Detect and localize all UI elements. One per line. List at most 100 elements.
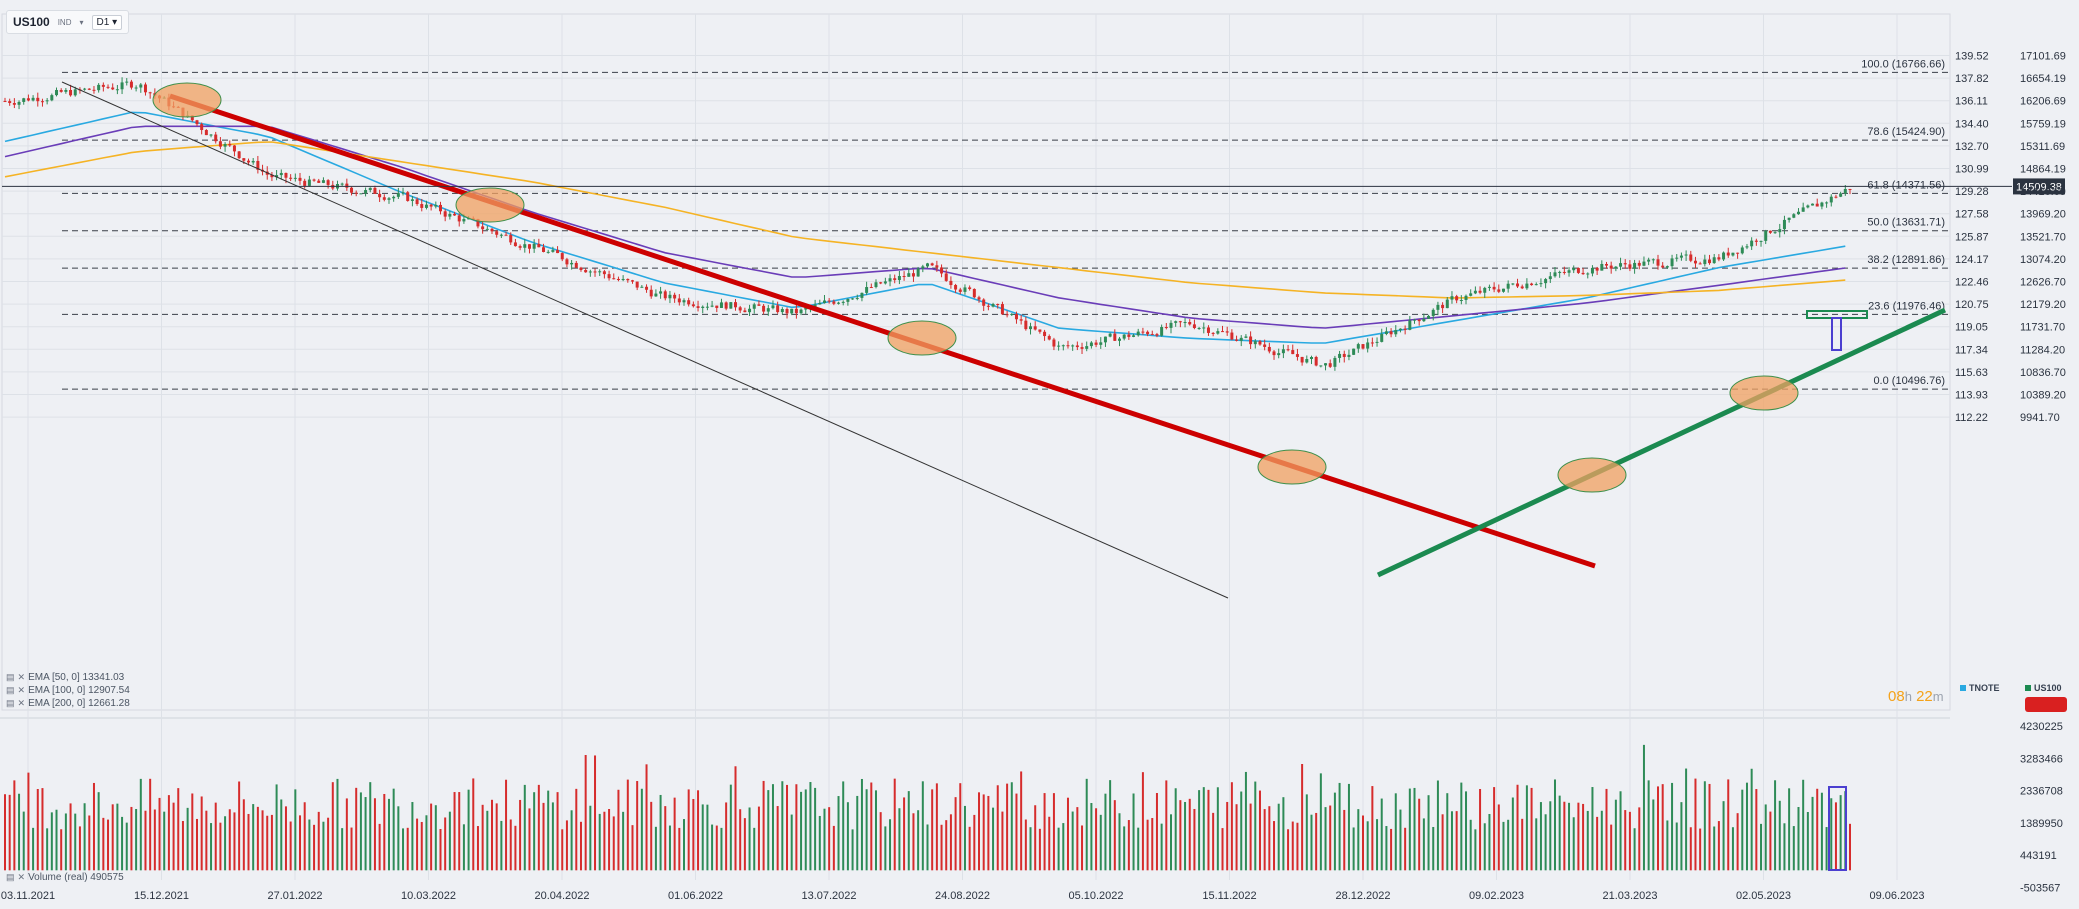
volume-bar: [1006, 783, 1009, 871]
symbol-toolbar[interactable]: US100 IND ▾ D1 ▾: [6, 10, 130, 34]
volume-bar: [1633, 828, 1636, 871]
settings-icon[interactable]: ▤: [6, 685, 15, 695]
chevron-down-icon[interactable]: ▾: [79, 17, 84, 27]
volume-bar: [514, 825, 517, 871]
volume-bar: [402, 828, 405, 871]
legend-ema50[interactable]: ▤ ✕ EMA [50, 0] 13341.03: [6, 672, 124, 683]
candle-body: [298, 177, 302, 181]
candle-body: [1188, 322, 1192, 325]
candle-body: [757, 304, 761, 306]
candle-body: [1829, 196, 1833, 203]
volume-bar: [1511, 797, 1514, 871]
candle-body: [83, 88, 87, 90]
volume-bar: [987, 795, 990, 871]
volume-bar: [1221, 828, 1224, 871]
settings-icon[interactable]: ▤: [6, 672, 15, 682]
timeframe-select[interactable]: D1 ▾: [91, 14, 123, 30]
candle-body: [551, 250, 555, 252]
candle-body: [668, 294, 672, 299]
time-axis-label: 01.06.2022: [668, 890, 723, 902]
volume-bar: [1418, 798, 1421, 871]
candle-body: [991, 304, 995, 307]
candle-body: [1764, 230, 1768, 241]
candle-body: [598, 271, 602, 273]
volume-bar: [1184, 801, 1187, 871]
candle-body: [1782, 219, 1786, 230]
volume-bar: [369, 782, 372, 871]
volume-bar: [102, 817, 105, 871]
settings-icon[interactable]: ▤: [6, 698, 15, 708]
tab-us100[interactable]: US100: [2025, 683, 2062, 693]
candle-body: [785, 309, 789, 314]
ema-line: [4, 141, 1846, 299]
candle-body: [293, 177, 297, 179]
volume-bar: [1783, 823, 1786, 871]
volume-bar: [55, 809, 58, 871]
volume-bar: [954, 797, 957, 871]
candle-body: [340, 183, 344, 185]
candle-body: [832, 301, 836, 304]
symbol-label[interactable]: US100: [13, 15, 50, 29]
candle-body: [1445, 299, 1449, 309]
candle-body: [794, 308, 798, 314]
fib-label: 61.8 (14371.56): [1867, 179, 1945, 191]
volume-bar: [1151, 818, 1154, 871]
candle-body: [1164, 327, 1168, 329]
close-icon[interactable]: ✕: [17, 685, 26, 695]
volume-bar: [1586, 810, 1589, 871]
volume-bar: [36, 788, 39, 871]
candle-body: [659, 291, 663, 294]
volume-bar: [486, 810, 489, 871]
candle-body: [406, 192, 410, 201]
candle-body: [256, 160, 260, 170]
candle-body: [532, 243, 536, 249]
volume-bar: [594, 755, 597, 871]
volume-bar: [467, 789, 470, 871]
candle-body: [1206, 327, 1210, 333]
candle-body: [17, 101, 21, 105]
volume-bar: [1034, 805, 1037, 871]
candle-body: [1080, 347, 1084, 349]
volume-bar: [565, 820, 568, 871]
volume-bar: [1207, 789, 1210, 871]
volume-bar: [1216, 787, 1219, 871]
volume-bar: [462, 824, 465, 871]
volume-bar: [1825, 827, 1828, 871]
candle-body: [1235, 339, 1239, 341]
candle-body: [1286, 349, 1290, 351]
candle-body: [1539, 283, 1543, 285]
candle-body: [1815, 203, 1819, 207]
tab-tnote[interactable]: TNOTE: [1960, 683, 2000, 693]
volume-bar: [1366, 821, 1369, 871]
candle-body: [626, 278, 630, 281]
volume-bar: [1352, 827, 1355, 871]
volume-bar: [322, 821, 325, 871]
candle-body: [1370, 342, 1374, 344]
volume-bar: [233, 812, 236, 871]
legend-volume[interactable]: ▤ ✕ Volume (real) 490575: [6, 872, 124, 883]
legend-ema200[interactable]: ▤ ✕ EMA [200, 0] 12661.28: [6, 698, 130, 709]
candle-body: [1487, 286, 1491, 288]
volume-bar: [1141, 772, 1144, 871]
sell-button[interactable]: [2025, 697, 2067, 712]
candle-body: [396, 193, 400, 197]
volume-bar: [589, 805, 592, 871]
candle-body: [481, 226, 485, 230]
volume-bar: [1806, 812, 1809, 871]
settings-icon[interactable]: ▤: [6, 872, 15, 882]
close-icon[interactable]: ✕: [17, 698, 26, 708]
fib-label: 38.2 (12891.86): [1867, 254, 1945, 266]
legend-ema100[interactable]: ▤ ✕ EMA [100, 0] 12907.54: [6, 685, 130, 696]
candle-body: [1731, 252, 1735, 256]
candle-body: [1839, 193, 1843, 197]
volume-bar: [748, 807, 751, 871]
volume-bar: [612, 816, 615, 871]
volume-bar: [1432, 826, 1435, 871]
candle-body: [1328, 363, 1332, 367]
close-icon[interactable]: ✕: [17, 672, 26, 682]
candle-body: [1403, 328, 1407, 330]
close-icon[interactable]: ✕: [17, 872, 26, 882]
volume-bar: [1493, 787, 1496, 871]
candle-body: [813, 304, 817, 308]
